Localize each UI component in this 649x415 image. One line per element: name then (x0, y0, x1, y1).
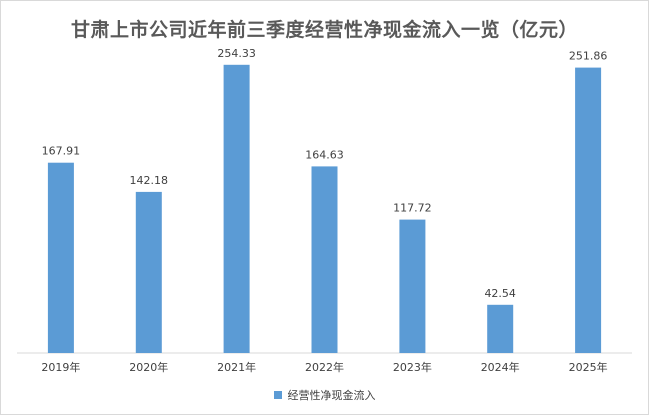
bar-4 (311, 166, 338, 353)
bar-2 (135, 191, 162, 353)
bar-1 (47, 162, 74, 353)
value-label-4: 164.63 (305, 148, 344, 161)
x-tick-label-2: 2020年 (129, 360, 168, 374)
x-tick-label-1: 2019年 (41, 360, 80, 374)
value-label-6: 42.54 (484, 287, 516, 300)
legend-swatch (273, 391, 282, 399)
x-tick-label-5: 2023年 (393, 360, 432, 374)
chart-title: 甘肃上市公司近年前三季度经营性净现金流入一览（亿元） (70, 19, 578, 41)
value-label-3: 254.33 (217, 47, 256, 60)
value-label-7: 251.86 (569, 50, 608, 63)
x-tick-label-4: 2022年 (305, 360, 344, 374)
value-label-1: 167.91 (42, 145, 81, 158)
legend: 经营性净现金流入 (1, 387, 648, 403)
x-tick-label-6: 2024年 (481, 360, 520, 374)
x-tick-label-3: 2021年 (217, 360, 256, 374)
legend-label: 经营性净现金流入 (287, 389, 376, 402)
bar-3 (223, 64, 250, 354)
x-tick-label-7: 2025年 (569, 360, 608, 374)
bar-7 (575, 67, 602, 353)
value-label-2: 142.18 (130, 174, 169, 187)
bar-6 (487, 304, 514, 353)
bar-5 (399, 219, 426, 353)
value-label-5: 117.72 (393, 202, 432, 215)
